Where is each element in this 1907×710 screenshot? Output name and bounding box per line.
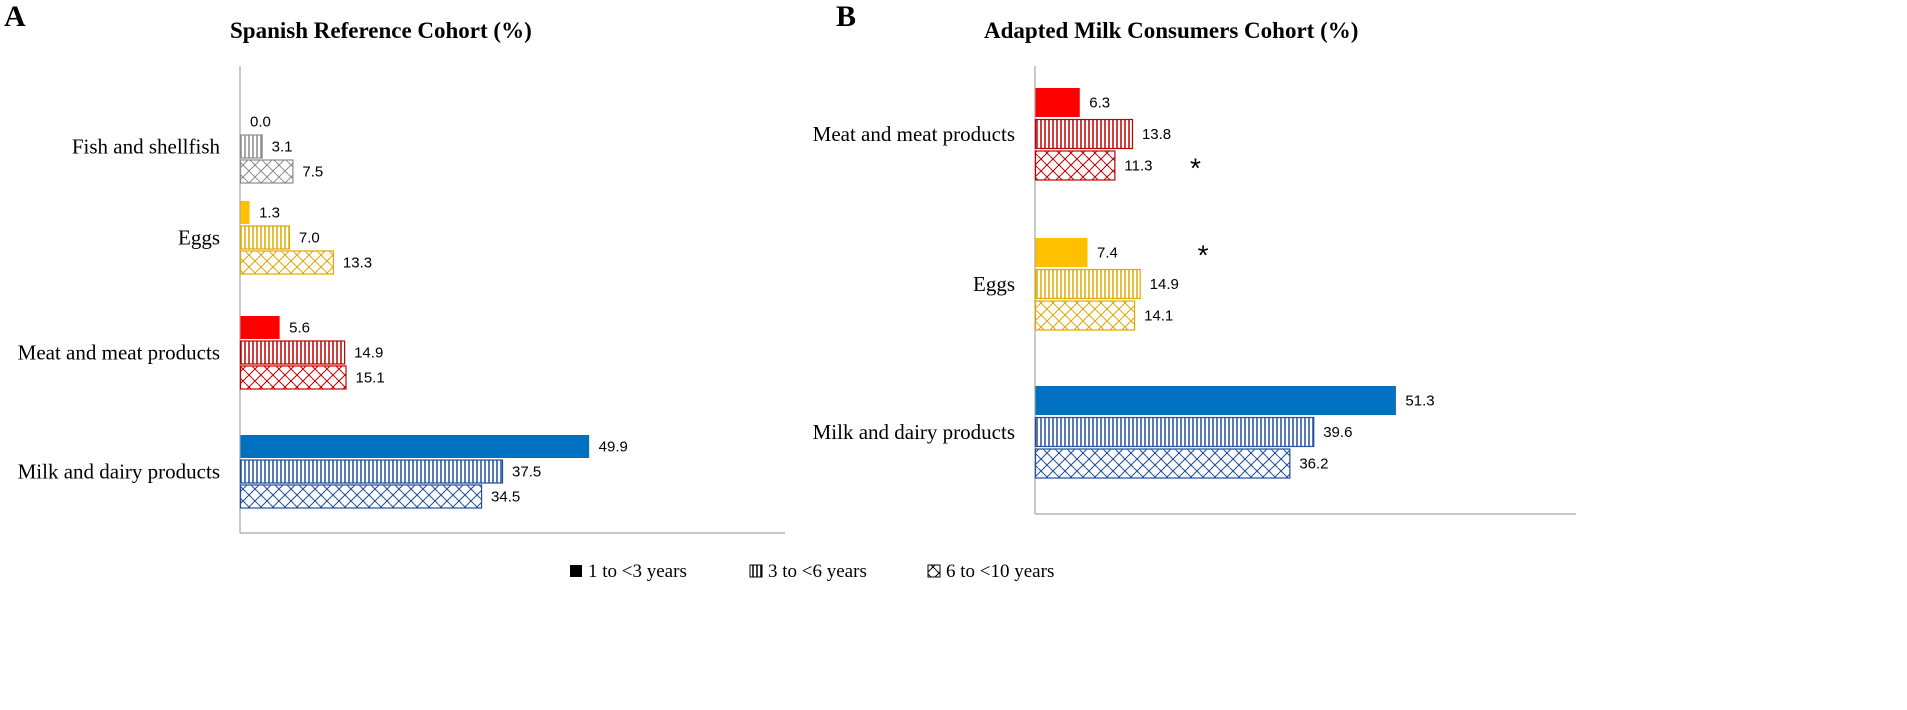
- legend-swatch-hatch: [927, 564, 941, 578]
- data-label: 14.9: [354, 345, 383, 362]
- data-label: 51.3: [1405, 393, 1434, 410]
- bar: [239, 159, 294, 184]
- legend-label: 1 to <3 years: [588, 561, 687, 582]
- legend-item-3-to-6-years: 3 to <6 years: [749, 561, 867, 582]
- data-label: 13.8: [1142, 126, 1171, 143]
- panel-b-plot: Meat and meat products 6.3 13.8 11.3 Eggs 7.4…: [813, 66, 1576, 515]
- panel-b: B Adapted Milk Consumers Cohort (%) Meat…: [813, 0, 1576, 515]
- bar: [1034, 118, 1134, 150]
- data-label: 0.0: [250, 114, 271, 131]
- category-label: Eggs: [178, 226, 220, 250]
- category-label: Meat and meat products: [813, 122, 1015, 146]
- bar: [239, 484, 483, 509]
- data-label: 14.1: [1144, 308, 1173, 325]
- legend-swatch-vertical: [749, 564, 763, 578]
- data-label: 7.0: [299, 230, 320, 247]
- bar: [1034, 416, 1315, 448]
- significance-asterisk: *: [1190, 153, 1201, 184]
- bar: [1034, 150, 1116, 181]
- bar: [239, 134, 263, 159]
- bar: [239, 225, 291, 250]
- data-label: 3.1: [272, 139, 293, 156]
- category-label: Milk and dairy products: [18, 460, 220, 484]
- bar: [1034, 300, 1136, 331]
- bar: [1034, 268, 1141, 300]
- bar: [1034, 448, 1291, 479]
- category-label: Fish and shellfish: [72, 135, 221, 159]
- significance-asterisk: *: [1198, 240, 1209, 271]
- data-label: 13.3: [343, 255, 372, 272]
- data-label: 49.9: [599, 439, 628, 456]
- bar: [239, 459, 504, 484]
- data-label: 39.6: [1323, 424, 1352, 441]
- legend-item-6-to-10-years: 6 to <10 years: [927, 561, 1054, 582]
- panel-b-letter: B: [836, 0, 856, 33]
- data-label: 36.2: [1299, 456, 1328, 473]
- bar: [1035, 238, 1088, 267]
- legend-label: 3 to <6 years: [768, 561, 867, 582]
- panel-b-title: Adapted Milk Consumers Cohort (%): [984, 18, 1358, 43]
- bar: [239, 340, 346, 365]
- data-label: 7.4: [1097, 245, 1118, 262]
- bar: [240, 201, 250, 224]
- category-label: Meat and meat products: [18, 341, 220, 365]
- data-label: 6.3: [1089, 95, 1110, 112]
- data-label: 37.5: [512, 464, 541, 481]
- panel-a-plot: Fish and shellfish 0.03.1 7.5 Eggs 1.3 7.0 13.…: [18, 66, 785, 534]
- bar: [239, 250, 335, 275]
- category-label: Milk and dairy products: [813, 420, 1015, 444]
- data-label: 5.6: [289, 320, 310, 337]
- legend-item-1-to-3-years: 1 to <3 years: [570, 561, 687, 582]
- panel-a-letter: A: [4, 0, 26, 33]
- bar: [239, 365, 347, 390]
- data-label: 14.9: [1150, 276, 1179, 293]
- data-label: 34.5: [491, 489, 520, 506]
- bar: [1035, 386, 1396, 415]
- bar: [240, 316, 280, 339]
- data-label: 1.3: [259, 205, 280, 222]
- data-label: 15.1: [356, 370, 385, 387]
- bar: [1035, 88, 1080, 117]
- legend: 1 to <3 years 3 to <6 years 6 to <10 yea…: [570, 561, 1054, 582]
- data-label: 7.5: [302, 164, 323, 181]
- data-label: 11.3: [1124, 158, 1152, 175]
- legend-swatch-solid: [570, 565, 582, 577]
- panel-a: A Spanish Reference Cohort (%) Fish and …: [4, 0, 785, 534]
- category-label: Eggs: [973, 272, 1015, 296]
- legend-label: 6 to <10 years: [946, 561, 1054, 582]
- panel-a-title: Spanish Reference Cohort (%): [230, 18, 532, 43]
- bar: [240, 435, 590, 458]
